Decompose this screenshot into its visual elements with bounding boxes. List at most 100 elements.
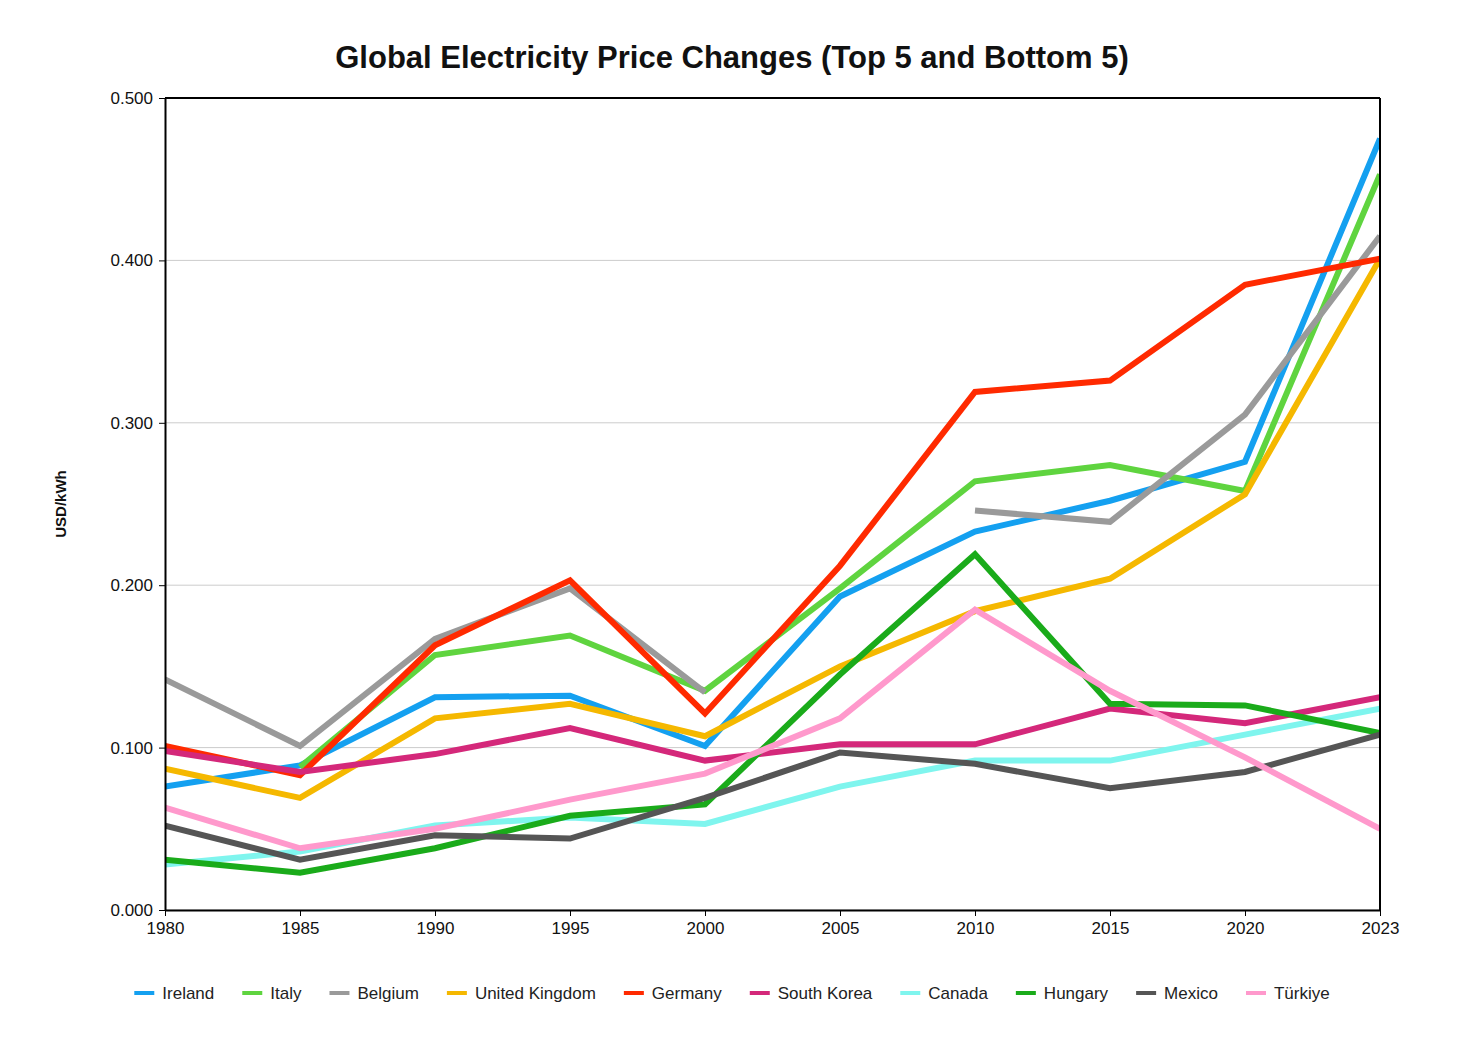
y-tick-mark [159,98,165,99]
legend-swatch [134,991,154,995]
x-tick: 2000 [687,910,725,938]
x-axis: 1980 1985 1990 1995 2000 2005 2010 2015 2020 2023 [147,910,1400,938]
title: Global Electricity Price Changes (Top 5 … [335,40,1129,75]
x-tick-label: 1990 [417,919,455,938]
y-tick: 0.100 [110,739,165,758]
legend-swatch [624,991,644,995]
x-tick-mark [300,910,301,916]
frame [1379,98,1381,910]
y-tick-mark [159,910,165,911]
legend-label: Canada [928,984,988,1003]
lines [165,139,1380,873]
x-tick: 2015 [1092,910,1130,938]
x-tick-label: 1980 [147,919,185,938]
x-tick-mark [1245,910,1246,916]
y-tick-label: 0.200 [110,576,153,595]
grid-line [165,98,1380,99]
x-tick-mark [435,910,436,916]
x-tick-mark [975,910,976,916]
y-tick-mark [159,748,165,749]
legend-item: South Korea [750,984,873,1003]
x-tick-label: 2020 [1227,919,1265,938]
legend-swatch [447,991,467,995]
frame [165,97,1380,99]
y-tick-label: 0.400 [110,251,153,270]
x-tick-label: 1985 [282,919,320,938]
x-tick-label: 2023 [1362,919,1400,938]
x-tick-label: 2010 [957,919,995,938]
legend-item: Italy [242,984,302,1003]
legend-label: United Kingdom [475,984,596,1003]
x-tick: 2005 [822,910,860,938]
x-tick: 2023 [1362,910,1400,938]
grid-line [165,260,1380,261]
y-tick-mark [159,260,165,261]
legend-swatch [1016,991,1036,995]
x-axis-line [166,910,1381,912]
y-tick: 0.200 [110,576,165,595]
x-tick: 1985 [282,910,320,938]
legend-item: Mexico [1136,984,1218,1003]
legend-swatch [750,991,770,995]
legend-label: Belgium [357,984,418,1003]
x-tick: 1990 [417,910,455,938]
series-line [165,610,1380,849]
legend-item: Ireland [134,984,214,1003]
x-tick: 1980 [147,910,185,938]
legend-item: United Kingdom [447,984,596,1003]
legend: Ireland Italy Belgium United Kingdom Germany… [134,984,1329,1003]
legend-item: Hungary [1016,984,1109,1003]
grid-line [165,422,1380,423]
legend-label: Hungary [1044,984,1109,1003]
legend-label: Türkiye [1274,984,1330,1003]
y-tick-mark [159,585,165,586]
legend-item: Belgium [329,984,418,1003]
series-line [165,259,1380,798]
y-tick: 0.000 [110,901,165,920]
grid-line [165,585,1380,586]
legend-label: Italy [270,984,302,1003]
legend-swatch [1136,991,1156,995]
legend-swatch [242,991,262,995]
series-line [165,139,1380,787]
legend-item: Türkiye [1246,984,1330,1003]
x-tick-mark [840,910,841,916]
x-tick-mark [1110,910,1111,916]
legend-item: Germany [624,984,722,1003]
x-tick: 2020 [1227,910,1265,938]
y-tick-label: 0.300 [110,414,153,433]
grid-line [165,910,1380,911]
x-tick-label: 1995 [552,919,590,938]
legend-label: Mexico [1164,984,1218,1003]
legend-swatch [900,991,920,995]
legend-label: South Korea [778,984,873,1003]
y-tick: 0.400 [110,251,165,270]
x-tick-mark [1380,910,1381,916]
x-tick-label: 2000 [687,919,725,938]
y-tick-label: 0.000 [110,901,153,920]
y-tick-mark [159,423,165,424]
x-tick-label: 2005 [822,919,860,938]
y-axis: 0.000 0.100 0.200 0.300 0.400 0.500 [110,89,165,920]
y-tick: 0.300 [110,414,165,433]
series-line [165,259,1380,775]
y-tick: 0.500 [110,89,165,108]
legend-swatch [329,991,349,995]
legend-item: Canada [900,984,988,1003]
x-tick-label: 2015 [1092,919,1130,938]
x-tick-mark [570,910,571,916]
y-axis-title: USD/kWh [52,470,69,538]
y-axis-line [165,99,167,911]
legend-label: Germany [652,984,722,1003]
y-tick-label: 0.500 [110,89,153,108]
legend-label: Ireland [162,984,214,1003]
x-tick: 1995 [552,910,590,938]
chart: Global Electricity Price Changes (Top 5 … [0,0,1464,1038]
series-line [165,554,1380,872]
series-line [165,236,1380,746]
legend-swatch [1246,991,1266,995]
x-tick-mark [165,910,166,916]
grid [165,98,1380,910]
x-tick-mark [705,910,706,916]
x-tick: 2010 [957,910,995,938]
